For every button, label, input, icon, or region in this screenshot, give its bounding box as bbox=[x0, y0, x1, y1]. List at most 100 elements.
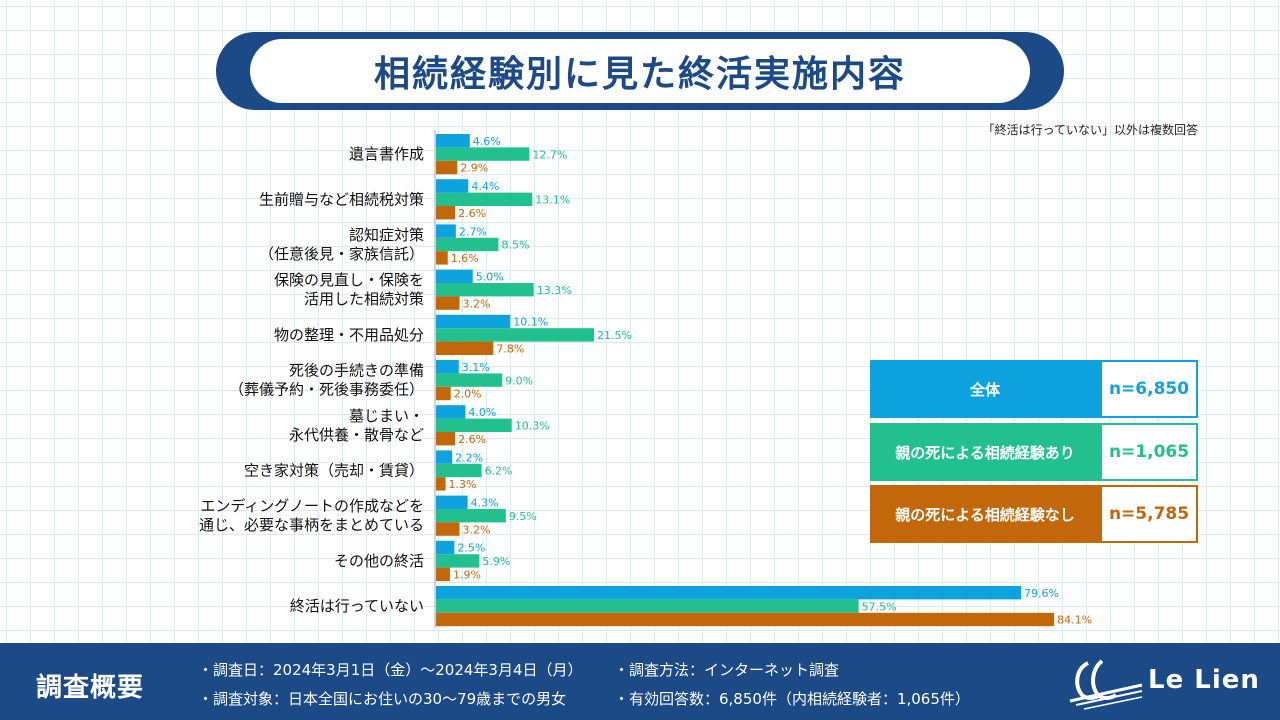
data-label-without: 84.1% bbox=[1057, 614, 1092, 627]
bar-with bbox=[436, 418, 512, 432]
data-label-with: 13.3% bbox=[537, 284, 572, 297]
bar-without bbox=[436, 477, 446, 491]
data-label-all: 2.7% bbox=[459, 225, 487, 238]
data-label-without: 2.0% bbox=[454, 388, 482, 401]
bar-all bbox=[436, 314, 511, 329]
bar-without bbox=[436, 341, 494, 355]
data-label-with: 57.5% bbox=[862, 600, 897, 613]
bar-with bbox=[436, 147, 530, 161]
title-inner: 相続経験別に見た終活実施内容 bbox=[250, 39, 1030, 103]
data-label-all: 10.1% bbox=[513, 316, 548, 329]
category-label: エンディングノートの作成などを通じ、必要な事柄をまとめている bbox=[199, 497, 424, 534]
bar-all bbox=[436, 586, 1022, 600]
category-label: 空き家対策（売却・賃貸） bbox=[244, 462, 424, 480]
survey-target: ・調査対象：日本全国にお住いの30～79歳までの男女 bbox=[198, 690, 567, 708]
bar-with bbox=[436, 283, 534, 297]
data-label-all: 4.0% bbox=[468, 406, 496, 419]
bar-with bbox=[436, 328, 595, 342]
bar-without bbox=[436, 296, 460, 310]
data-label-with: 8.5% bbox=[501, 239, 529, 252]
legend-item-with: 親の死による相続経験あり n=1,065 bbox=[870, 423, 1198, 481]
data-label-without: 2.9% bbox=[460, 162, 488, 175]
category-label: 認知症対策（任意後見・家族信託） bbox=[259, 226, 424, 263]
data-label-without: 1.9% bbox=[453, 569, 481, 582]
bar-with bbox=[436, 373, 503, 387]
survey-footer: 調査概要 ・調査日：2024年3月1日（金）～2024年3月4日（月） ・調査対… bbox=[0, 643, 1280, 720]
legend-label-with: 親の死による相続経験あり bbox=[870, 423, 1100, 481]
category-label: その他の終活 bbox=[334, 552, 424, 570]
data-label-with: 21.5% bbox=[597, 329, 632, 342]
footer-title: 調査概要 bbox=[36, 673, 145, 703]
bar-all bbox=[436, 405, 466, 419]
title-banner: 相続経験別に見た終活実施内容 bbox=[216, 32, 1064, 110]
data-label-with: 9.0% bbox=[505, 374, 533, 387]
bar-all bbox=[436, 450, 453, 464]
bar-without bbox=[436, 522, 460, 536]
legend-n-with: n=1,065 bbox=[1100, 423, 1198, 481]
legend-label-without: 親の死による相続経験なし bbox=[870, 485, 1100, 543]
logo-mark-icon bbox=[1069, 659, 1143, 710]
category-label: 墓じまい・永代供養・散骨など bbox=[289, 407, 424, 444]
bar-chart: 遺言書作成 4.6% 12.7% 2.9% 生前贈与など相続税対策 4.4% 13.1% 2.… bbox=[199, 130, 1092, 628]
bar-all bbox=[436, 495, 468, 509]
category-label: 保険の見直し・保険を活用した相続対策 bbox=[274, 271, 424, 308]
data-label-all: 4.6% bbox=[473, 135, 501, 148]
category-label: 死後の手続きの準備（葬儀予約・死後事務委任） bbox=[229, 362, 424, 399]
bar-with bbox=[436, 192, 533, 206]
category-label: 物の整理・不用品処分 bbox=[274, 326, 424, 344]
bar-without bbox=[436, 612, 1055, 627]
chart-title: 相続経験別に見た終活実施内容 bbox=[373, 54, 906, 95]
bar-with bbox=[436, 237, 499, 252]
data-label-with: 9.5% bbox=[509, 510, 537, 523]
survey-date: ・調査日：2024年3月1日（金）～2024年3月4日（月） bbox=[198, 661, 583, 679]
bar-without bbox=[436, 206, 456, 220]
bar-without bbox=[436, 432, 456, 446]
multiple-answer-note: 「終活は行っていない」以外は複数回答 bbox=[982, 123, 1198, 137]
le-lien-logo: Le Lien bbox=[1066, 655, 1266, 711]
legend-item-without: 親の死による相続経験なし n=5,785 bbox=[870, 485, 1198, 543]
category-label: 生前贈与など相続税対策 bbox=[259, 190, 424, 208]
legend-n-all: n=6,850 bbox=[1100, 360, 1198, 418]
data-label-all: 5.0% bbox=[476, 271, 504, 284]
survey-responses: ・有効回答数：6,850件（内相続経験者：1,065件） bbox=[614, 690, 970, 708]
data-label-all: 2.5% bbox=[457, 542, 485, 555]
data-label-without: 1.6% bbox=[451, 252, 479, 265]
bar-all bbox=[436, 269, 473, 283]
data-label-without: 1.3% bbox=[449, 478, 477, 491]
data-label-all: 4.3% bbox=[471, 497, 499, 510]
category-label: 遺言書作成 bbox=[349, 145, 424, 163]
data-label-without: 2.6% bbox=[458, 207, 486, 220]
data-label-with: 12.7% bbox=[532, 148, 567, 161]
data-label-all: 4.4% bbox=[471, 180, 499, 193]
bar-all bbox=[436, 540, 455, 555]
data-label-with: 5.9% bbox=[482, 555, 510, 568]
data-label-all: 79.6% bbox=[1024, 587, 1059, 600]
legend-label-all: 全体 bbox=[870, 360, 1100, 418]
data-label-with: 6.2% bbox=[485, 465, 513, 478]
logo-text: Le Lien bbox=[1148, 665, 1260, 695]
bar-all bbox=[436, 224, 456, 238]
data-label-with: 13.1% bbox=[535, 194, 570, 207]
category-label: 終活は行っていない bbox=[290, 597, 424, 615]
bar-with bbox=[436, 509, 506, 523]
legend-item-all: 全体 n=6,850 bbox=[870, 360, 1198, 418]
data-label-with: 10.3% bbox=[515, 420, 550, 433]
bar-without bbox=[436, 251, 448, 265]
bar-without bbox=[436, 567, 450, 581]
bar-with bbox=[436, 554, 480, 568]
bar-without bbox=[436, 160, 458, 175]
survey-method: ・調査方法：インターネット調査 bbox=[614, 661, 840, 679]
data-label-without: 2.6% bbox=[458, 433, 486, 446]
bar-all bbox=[436, 134, 470, 148]
data-label-all: 3.1% bbox=[462, 361, 490, 374]
data-label-without: 7.8% bbox=[496, 343, 524, 356]
bar-with bbox=[436, 599, 859, 613]
data-label-without: 3.2% bbox=[463, 523, 491, 536]
bar-with bbox=[436, 463, 482, 478]
bar-without bbox=[436, 386, 451, 401]
bar-all bbox=[436, 360, 459, 374]
data-label-all: 2.2% bbox=[455, 451, 483, 464]
legend-n-without: n=5,785 bbox=[1100, 485, 1198, 543]
data-label-without: 3.2% bbox=[463, 297, 491, 310]
bar-all bbox=[436, 179, 469, 193]
